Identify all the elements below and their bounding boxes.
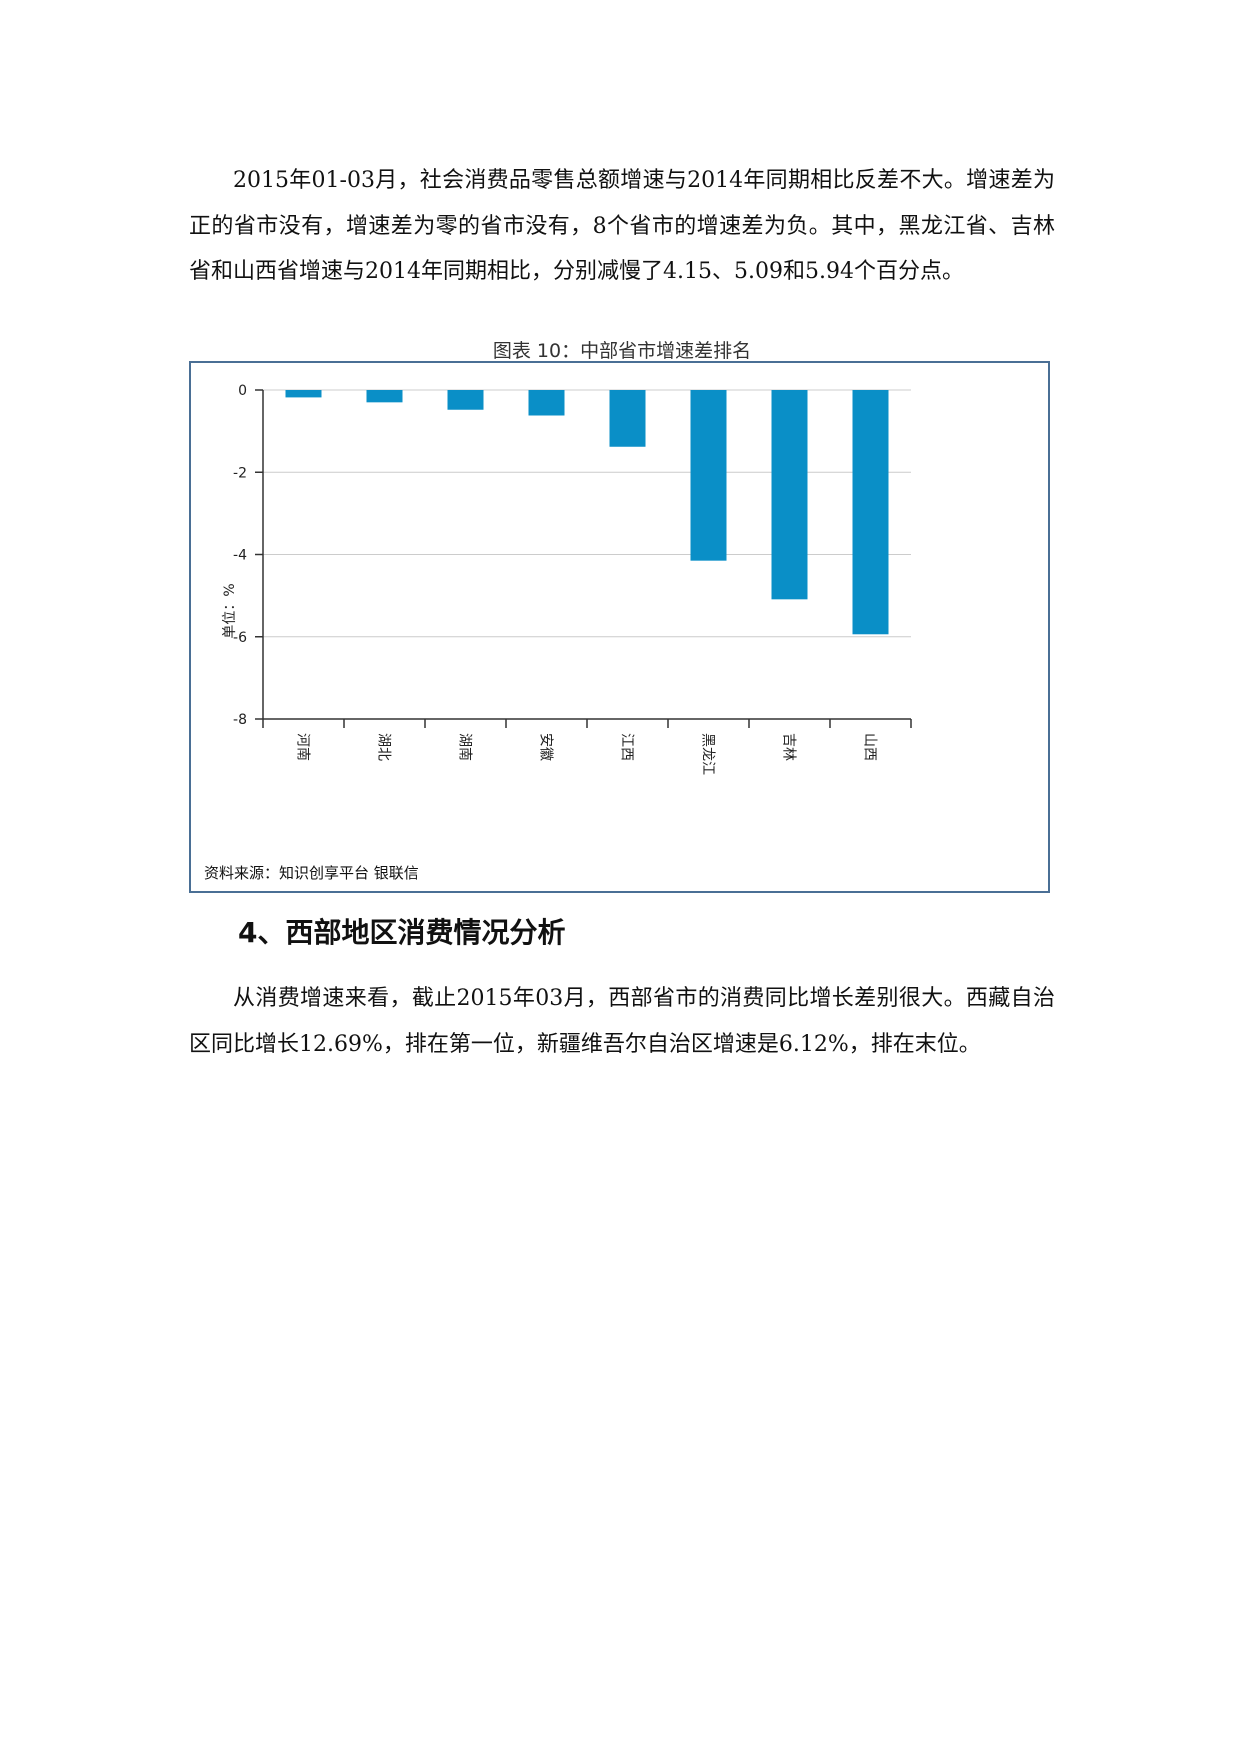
x-tick-label: 湖南 <box>457 733 473 761</box>
section-heading: 4、西部地区消费情况分析 <box>238 916 566 949</box>
bar-6 <box>690 390 727 561</box>
y-tick-label: -6 <box>233 630 247 646</box>
bar-5 <box>609 390 646 447</box>
x-tick-label: 山西 <box>862 733 878 761</box>
x-tick-label: 江西 <box>619 733 635 761</box>
x-tick-label: 安徽 <box>538 733 554 761</box>
x-tick-label: 河南 <box>295 733 311 761</box>
chart-caption: 图表 10：中部省市增速差排名 <box>492 340 752 362</box>
bar-2 <box>366 390 403 403</box>
bar-3 <box>447 390 484 410</box>
x-tick-label: 吉林 <box>781 733 797 761</box>
bar-chart: 0 -2 -4 -6 -8 河南 湖北 湖南 安徽 江西 黑龙江 吉林 山西 单位：% 资料来源：知识创… <box>204 383 912 882</box>
y-axis-label: 单位：% <box>222 583 238 638</box>
bar-8 <box>852 390 889 635</box>
chart-frame: 0 -2 -4 -6 -8 河南 湖北 湖南 安徽 江西 黑龙江 吉林 山西 单位：% 资料来源：知识创… <box>189 361 1050 893</box>
intro-paragraph: 2015年01-03月，社会消费品零售总额增速与2014年同期相比反差不大。增速… <box>189 168 1055 284</box>
chart-source-note: 资料来源：知识创享平台 银联信 <box>204 864 419 882</box>
bar-4 <box>528 390 565 416</box>
bar-1 <box>285 390 322 398</box>
y-tick-label: -8 <box>233 712 247 728</box>
west-region-paragraph: 从消费增速来看，截止2015年03月，西部省市的消费同比增长差别很大。西藏自治区… <box>189 986 1055 1057</box>
y-tick-label: -4 <box>233 548 247 564</box>
y-tick-label: -2 <box>233 465 247 481</box>
x-tick-label: 湖北 <box>376 733 392 761</box>
bar-7 <box>771 390 808 600</box>
y-tick-label: 0 <box>238 383 247 399</box>
x-tick-label: 黑龙江 <box>700 733 716 775</box>
